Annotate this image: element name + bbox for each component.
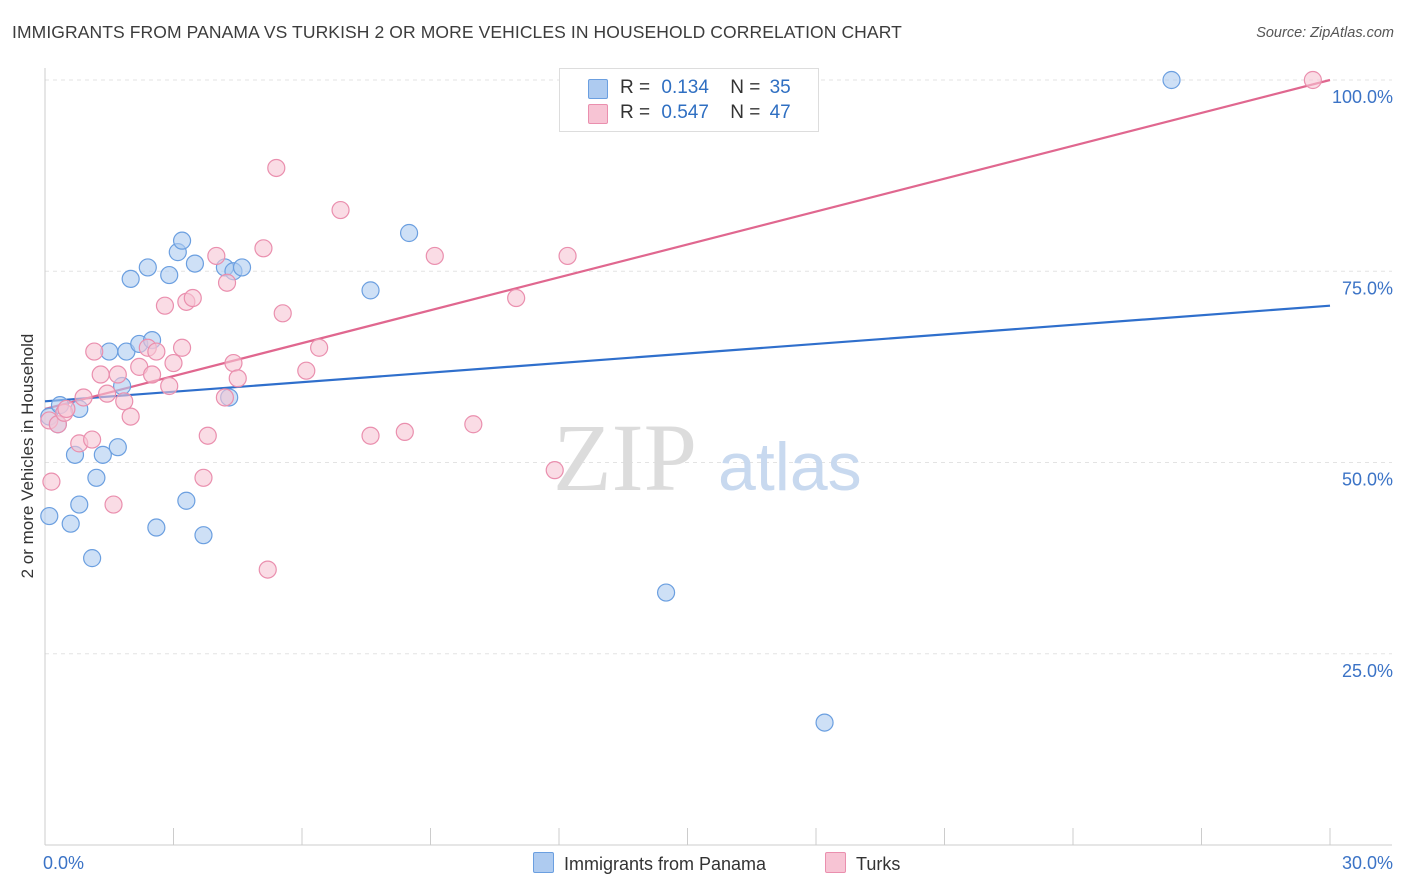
turks-point — [395, 422, 414, 441]
turks-point — [98, 384, 117, 403]
turks-point — [172, 338, 192, 357]
source-label: Source: ZipAtlas.com — [1256, 25, 1394, 41]
turks-point — [217, 273, 237, 292]
legend-swatch-panama — [533, 852, 554, 873]
r-label: R = — [620, 77, 651, 98]
x-tick-labels: 0.0% 30.0% — [43, 853, 1393, 873]
turks-point — [207, 246, 226, 266]
turks-point — [198, 426, 217, 445]
legend-item-panama[interactable]: Immigrants from Panama — [533, 852, 766, 875]
panama-point — [399, 223, 419, 243]
panama-point — [61, 514, 80, 533]
trend-lines — [44, 78, 1331, 411]
turks-point — [1303, 70, 1322, 90]
turks-point — [267, 158, 286, 178]
turks-point — [331, 200, 350, 220]
turks-point — [194, 468, 213, 487]
panama-point — [160, 265, 179, 285]
turks-point — [57, 399, 76, 419]
turks-point — [147, 342, 166, 361]
turks-point — [228, 369, 247, 388]
grid-lines — [45, 79, 1392, 655]
panama-trend-line — [44, 304, 1331, 403]
turks-point — [142, 365, 162, 384]
panama-point — [656, 583, 676, 602]
y-tick-label: 25.0% — [1342, 661, 1393, 681]
turks-point — [121, 407, 140, 426]
data-points — [40, 70, 1322, 732]
panama-point — [147, 518, 166, 537]
panama-point — [138, 258, 157, 277]
watermark-zip: ZIP — [553, 404, 697, 511]
panama-point — [194, 526, 213, 545]
turks-trend-line — [44, 78, 1331, 411]
legend-swatch-turks — [588, 104, 608, 124]
stats-legend: R = 0.134 N = 35 R = 0.547 N = 47 — [559, 68, 819, 132]
x-tick-label: 30.0% — [1342, 853, 1393, 873]
axes — [44, 68, 1392, 846]
turks-point — [155, 296, 175, 315]
watermark-atlas: atlas — [718, 429, 862, 505]
turks-point — [361, 426, 380, 445]
r-label: R = — [620, 102, 651, 123]
y-tick-label: 75.0% — [1342, 278, 1393, 298]
turks-point — [83, 430, 102, 449]
r-value-turks: 0.547 — [661, 102, 709, 123]
n-label: N = — [730, 77, 761, 98]
turks-point — [115, 392, 134, 411]
panama-point — [83, 549, 102, 568]
watermark: ZIP atlas — [553, 404, 862, 511]
panama-point — [87, 468, 106, 487]
x-tick-label: 0.0% — [43, 853, 84, 873]
chart-title: IMMIGRANTS FROM PANAMA VS TURKISH 2 OR M… — [12, 22, 902, 42]
y-tick-label: 50.0% — [1342, 470, 1393, 490]
panama-point — [70, 495, 89, 514]
panama-point — [177, 491, 196, 510]
turks-point — [215, 388, 234, 407]
panama-point — [185, 254, 205, 273]
turks-point — [545, 461, 564, 480]
legend-swatch-panama — [588, 79, 608, 99]
turks-point — [464, 415, 483, 434]
turks-point — [91, 365, 110, 384]
panama-point — [108, 438, 127, 457]
turks-point — [258, 560, 277, 579]
turks-point — [74, 388, 93, 407]
n-value-panama: 35 — [769, 77, 791, 98]
turks-point — [183, 288, 202, 308]
legend-item-turks[interactable]: Turks — [825, 852, 900, 875]
y-tick-label: 100.0% — [1332, 87, 1393, 107]
turks-point — [558, 246, 577, 266]
turks-point — [273, 304, 292, 323]
n-value-turks: 47 — [769, 102, 791, 123]
turks-point — [310, 338, 329, 357]
n-label: N = — [730, 102, 761, 123]
turks-point — [104, 495, 123, 514]
panama-point — [121, 269, 140, 288]
legend-label-turks: Turks — [856, 854, 901, 874]
turks-point — [297, 361, 316, 380]
panama-point — [232, 258, 252, 277]
turks-point — [254, 239, 273, 258]
legend-swatch-turks — [825, 852, 846, 873]
turks-point — [85, 342, 104, 361]
y-tick-labels: 25.0% 50.0% 75.0% 100.0% — [1332, 87, 1393, 681]
panama-point — [93, 445, 112, 464]
r-value-panama: 0.134 — [661, 77, 709, 98]
panama-point — [815, 713, 834, 732]
panama-point — [40, 506, 59, 526]
legend-label-panama: Immigrants from Panama — [564, 854, 767, 874]
turks-point — [507, 288, 526, 308]
panama-point — [1162, 70, 1181, 90]
turks-point — [108, 365, 127, 384]
panama-point — [172, 231, 192, 250]
turks-point — [425, 246, 444, 266]
turks-point — [164, 353, 183, 373]
turks-point — [224, 353, 243, 373]
turks-point — [160, 376, 179, 396]
turks-point — [42, 472, 61, 491]
panama-point — [361, 281, 380, 300]
